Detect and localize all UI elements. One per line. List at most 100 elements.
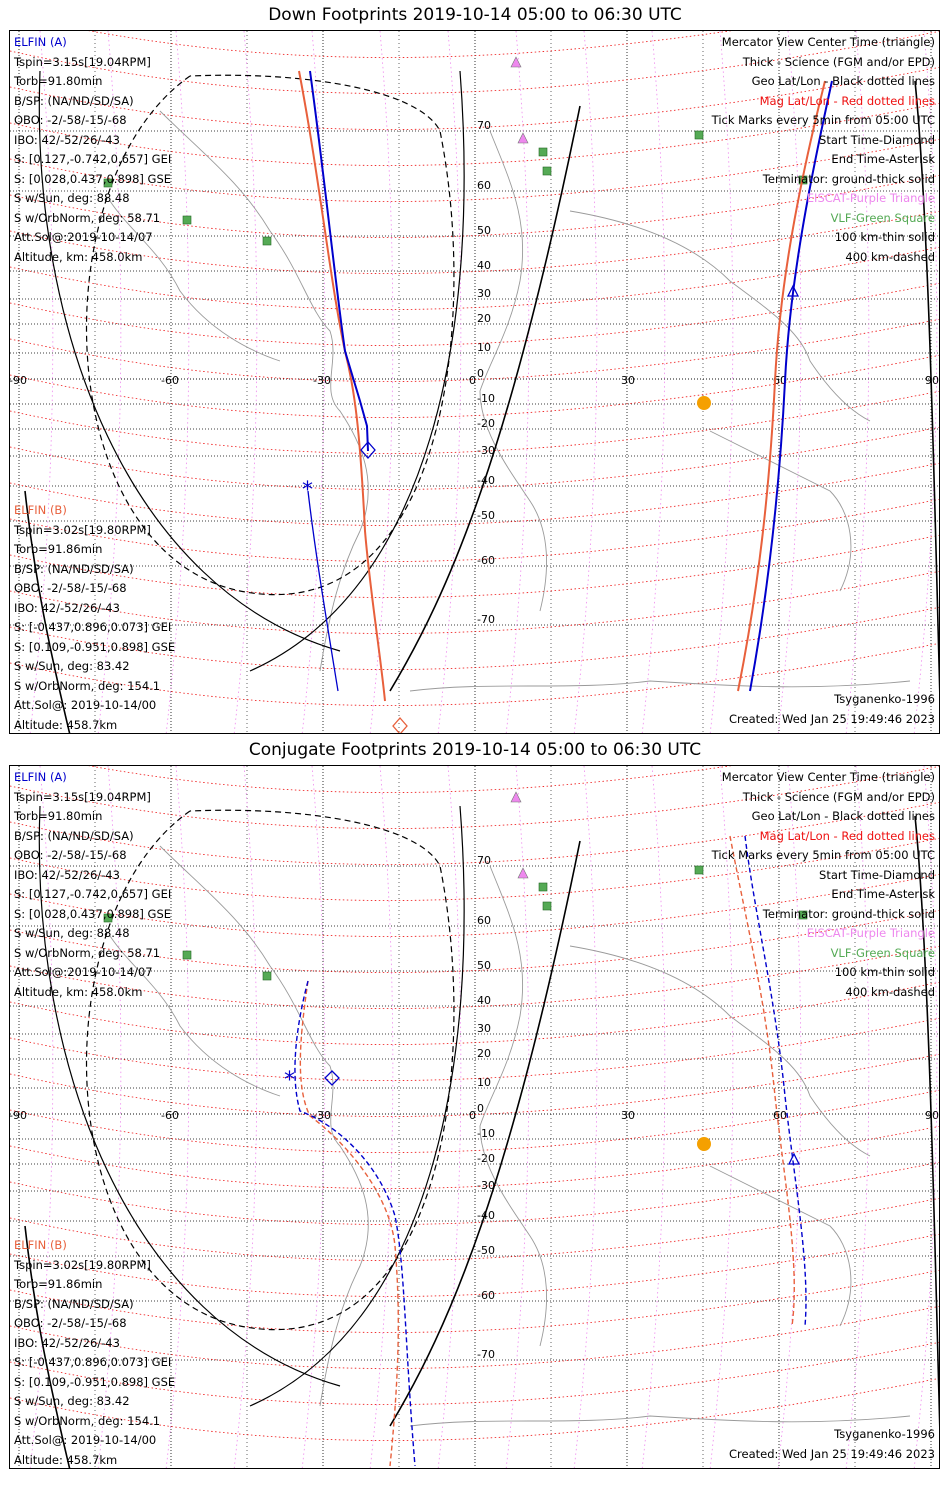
lon-tick-label: -90 <box>10 1109 27 1122</box>
sun-icon <box>697 396 711 410</box>
info-line: Torb=91.80min <box>14 74 103 88</box>
legend-item: EISCAT-Purple Triangle <box>806 191 935 205</box>
info-line: S w/OrbNorm, deg: 58.71 <box>14 945 161 960</box>
vlf-square <box>542 901 552 911</box>
elfin-a-track <box>307 490 339 692</box>
mag-parallel <box>10 801 939 865</box>
lat-tick-label: 20 <box>477 1047 491 1060</box>
vlf-square <box>262 236 272 246</box>
info-line: Altitude: 458.7km <box>14 717 118 732</box>
view-center-triangle <box>787 1152 801 1165</box>
mag-meridian <box>437 766 462 1468</box>
info-line: Tspin=3.15s[19.04RPM] <box>14 54 151 69</box>
mag-parallel <box>10 66 939 130</box>
mag-meridian <box>165 766 190 1468</box>
lat-tick-label: 0 <box>477 367 484 380</box>
mag-parallel <box>10 1089 939 1153</box>
vlf-square <box>262 971 272 981</box>
lon-tick-label: 60 <box>773 374 787 387</box>
mag-parallel <box>10 1053 939 1117</box>
info-line: OBO: -2/-58/-15/-68 <box>14 581 127 595</box>
map-svg-conjugate: -180-150-120-90-60-300306090120150180706… <box>10 766 939 1468</box>
mag-meridian <box>29 766 54 1468</box>
mag-parallel <box>10 1305 939 1369</box>
legend-item: Geo Lat/Lon - Black dotted lines <box>751 809 935 823</box>
model-and-created-down: Tsyganenko-1996 Created: Wed Jan 25 19:4… <box>729 690 935 729</box>
legend-item: Terminator: ground-thick solid <box>762 171 935 186</box>
info-line: OBO: -2/-58/-15/-68 <box>14 1316 127 1330</box>
elfin-b-track <box>299 980 399 1467</box>
lat-tick-label: 50 <box>477 959 491 972</box>
legend-item: Terminator: ground-thick solid <box>762 906 935 921</box>
legend-item: Start Time-Diamond <box>819 867 935 882</box>
mag-parallel <box>10 138 939 202</box>
vlf-square <box>103 913 113 923</box>
info-line: Att.Sol@: 2019-10-14/00 <box>14 1433 157 1447</box>
lat-tick-label: -40 <box>477 474 495 487</box>
lat-tick-label: -30 <box>477 444 495 457</box>
mag-meridian <box>777 766 802 1468</box>
lon-tick-label: 90 <box>925 374 939 387</box>
vlf-square <box>182 215 192 225</box>
info-line: S w/Sun, deg: 88.48 <box>14 191 130 205</box>
elfin-a-track <box>749 80 833 692</box>
coastline <box>109 200 281 362</box>
elfin-b-track <box>729 835 795 1327</box>
elfin-a-track <box>309 70 369 452</box>
mag-meridian <box>709 31 734 733</box>
vlf-square <box>542 166 552 176</box>
elfin-b-track <box>298 70 386 702</box>
mag-parallel <box>10 31 939 94</box>
lon-tick-label: 30 <box>621 1109 635 1122</box>
elfin-b-header: ELFIN (B) <box>14 1238 67 1252</box>
mag-meridian <box>505 766 530 1468</box>
info-line: B/SP: (NA/ND/SD/SA) <box>14 93 134 108</box>
lon-tick-label: 60 <box>773 1109 787 1122</box>
elfin-a-header: ELFIN (A) <box>14 35 67 49</box>
start-diamond <box>360 441 376 459</box>
map-down: -180-150-120-90-60-300306090120150180706… <box>9 30 940 734</box>
terminator-ground <box>24 490 71 733</box>
mag-parallel <box>10 354 939 418</box>
info-line: S: [0.109,-0.951,0.898] GSE <box>14 639 176 654</box>
mag-parallel <box>10 102 939 166</box>
lat-tick-label: -50 <box>477 1244 495 1257</box>
mag-meridian <box>845 31 870 733</box>
info-line: Att.Sol@:2019-10-14/07 <box>14 230 153 244</box>
terminator-100km <box>249 70 465 672</box>
info-line: IBO: 42/-52/26/-43 <box>14 1335 120 1350</box>
terminator-ground <box>389 105 581 692</box>
info-line: IBO: 42/-52/26/-43 <box>14 867 120 882</box>
mag-parallel <box>10 1197 939 1261</box>
vlf-square <box>538 147 548 157</box>
vlf-square <box>103 178 113 188</box>
legend-item: Mercator View Center Time (triangle) <box>721 35 935 49</box>
mag-parallel <box>10 837 939 901</box>
info-line: S w/OrbNorm, deg: 58.71 <box>14 210 161 225</box>
info-line: S: [0.109,-0.951,0.898] GSE <box>14 1374 176 1389</box>
info-line: S: [-0.437,0.896,0.073] GEI <box>14 1355 172 1369</box>
terminator-ground <box>914 80 939 693</box>
terminator-400km <box>85 809 455 1331</box>
mag-meridian <box>369 766 394 1468</box>
vlf-square <box>694 865 704 875</box>
eiscat-triangle <box>517 132 529 144</box>
lon-tick-label: 0 <box>469 374 476 387</box>
vlf-square <box>538 882 548 892</box>
created-label: Created: Wed Jan 25 19:49:46 2023 <box>728 1446 935 1461</box>
lon-tick-label: 90 <box>925 1109 939 1122</box>
info-elfin-b-conjugate: ELFIN (B) Tspin=3.02s[19.80RPM] Torb=91.… <box>14 1236 176 1468</box>
coastline <box>569 210 871 422</box>
lon-tick-label: -60 <box>161 374 179 387</box>
lat-tick-label: -50 <box>477 509 495 522</box>
lon-tick-label: -30 <box>313 374 331 387</box>
terminator-100km <box>38 805 341 1387</box>
mag-parallel <box>10 1161 939 1225</box>
mag-meridian <box>641 31 666 733</box>
mag-meridian <box>845 766 870 1468</box>
mag-meridian <box>301 31 326 733</box>
lat-tick-label: 70 <box>477 119 491 132</box>
start-diamond <box>324 1070 340 1086</box>
eiscat-triangle <box>510 56 522 68</box>
elfin-a-track <box>294 980 416 1467</box>
